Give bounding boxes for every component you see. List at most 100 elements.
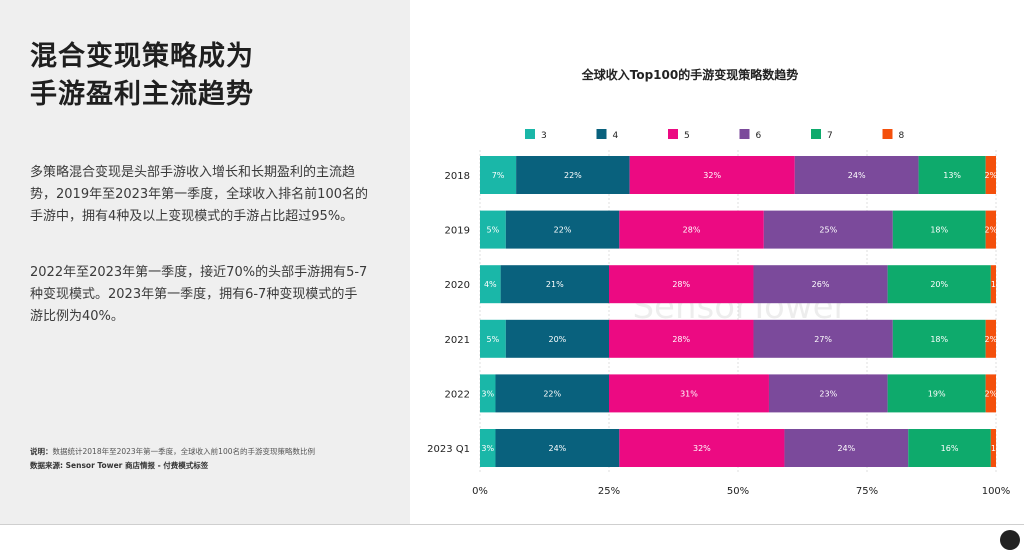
bar-2023 Q1-8 [990,429,996,467]
legend-swatch-3 [525,129,535,139]
data-label: 18% [930,335,948,344]
data-label: 3% [481,389,494,398]
note-label: 说明： [30,447,53,456]
bar-2021-6 [753,319,893,358]
bar-2021-3 [480,319,506,358]
bar-2020-8 [990,265,996,304]
bar-2022-6 [768,374,888,413]
bar-2019-5 [619,210,764,249]
legend-label-7: 7 [827,131,833,141]
bar-2021-4 [505,319,609,358]
bar-2019-4 [505,210,620,249]
bar-2022-5 [609,374,769,413]
bar-2020-4 [500,265,609,304]
data-label: 7% [492,171,505,180]
bar-2018-3 [480,156,517,194]
y-tick-label: 2019 [445,226,470,237]
x-tick-label: 0% [472,486,488,497]
paragraph-2: 2022年至2023年第一季度，接近70%的头部手游拥有5-7种变现模式。202… [30,265,368,324]
data-label: 2% [984,171,997,180]
y-tick-label: 2022 [445,389,470,400]
data-label: 5% [487,226,500,235]
data-label: 18% [930,226,948,235]
legend: 3 4 5 6 7 8 [525,129,905,141]
gridlines [479,150,997,474]
bar-2018-4 [516,156,630,194]
legend-label-4: 4 [613,131,619,141]
chart-title: 全球收入Top100的手游变现策略数趋势 [581,68,799,82]
x-axis-labels: 0% 25% 50% 75% 100% [472,486,1010,497]
legend-label-8: 8 [899,131,905,141]
bar-2018-8 [985,156,996,194]
data-label: 16% [941,444,959,453]
data-label: 4% [484,280,497,289]
data-label: 26% [812,280,830,289]
bar-2019-3 [480,210,506,249]
data-label: 5% [487,335,500,344]
bar-2023 Q1-6 [784,429,909,467]
data-label: 24% [848,171,866,180]
y-axis-labels: 2018 2019 2020 2021 2022 2023 Q1 [427,171,470,455]
x-tick-label: 75% [856,486,878,497]
bar-2020-6 [753,265,888,304]
y-tick-label: 2023 Q1 [427,444,470,455]
legend-swatch-5 [668,129,678,139]
legend-swatch-7 [811,129,821,139]
bar-2019-7 [892,210,986,249]
bar-2020-3 [480,265,501,304]
legend-swatch-8 [882,129,893,139]
bar-2023 Q1-7 [908,429,991,467]
data-label: 25% [819,226,837,235]
data-label: 2% [984,335,997,344]
notes: 说明：数据统计2018年至2023年第一季度，全球收入前100名的手游变现策略数… [30,445,400,473]
x-tick-label: 100% [982,486,1011,497]
data-label: 2% [984,226,997,235]
bar-2023 Q1-3 [480,429,496,467]
x-tick-label: 25% [598,486,620,497]
footer-divider [0,524,1024,525]
data-label: 3% [481,444,494,453]
source-label: 数据来源: [30,461,66,470]
y-tick-label: 2020 [445,280,470,291]
data-label: 28% [683,226,701,235]
legend-swatch-4 [596,129,607,139]
data-label: 28% [672,280,690,289]
data-label: 31% [680,389,698,398]
bar-2018-5 [629,156,795,194]
note-text: 数据统计2018年至2023年第一季度，全球收入前100名的手游变现策略数比例 [52,447,316,456]
legend-label-5: 5 [684,131,690,141]
data-label: 22% [543,389,561,398]
bar-2023 Q1-4 [495,429,620,467]
data-label: 23% [819,389,837,398]
paragraph-1: 多策略混合变现是头部手游收入增长和长期盈利的主流趋势，2019年至2023年第一… [30,165,368,224]
headline-line-1: 混合变现策略成为 [30,41,254,72]
headline-line-2: 手游盈利主流趋势 [30,79,254,110]
bars: 7% 22% 32% 24% 1 3% 2% 5% 22% 28% 25% 18% 2% 4% 21% 28%… [480,156,998,467]
bar-2021-7 [892,319,986,358]
bar-2022-3 [480,374,496,413]
data-label: 24% [549,444,567,453]
bar-2020-5 [609,265,754,304]
bar-2023 Q1-5 [619,429,785,467]
legend-label-3: 3 [541,131,547,141]
data-label: 1 [991,444,996,453]
bar-2018-6 [794,156,919,194]
data-label: 27% [814,335,832,344]
y-tick-label: 2018 [445,171,470,182]
corner-badge [1000,530,1020,550]
x-tick-label: 50% [727,486,749,497]
headline: 混合变现策略成为 手游盈利主流趋势 [30,38,254,114]
legend-label-6: 6 [756,131,762,141]
bar-2022-8 [985,374,996,413]
data-label: 20% [549,335,567,344]
data-label: 32% [703,171,721,180]
data-label: 2% [984,389,997,398]
data-label: 28% [672,335,690,344]
data-label: 22% [564,171,582,180]
legend-swatch-6 [739,129,750,139]
source-line: 数据来源: Sensor Tower 商店情报 - 付费模式标签 [30,459,400,473]
left-panel: 混合变现策略成为 手游盈利主流趋势 多策略混合变现是头部手游收入增长和长期盈利的… [0,0,410,524]
data-label: 24% [837,444,855,453]
data-label: 21% [546,280,564,289]
